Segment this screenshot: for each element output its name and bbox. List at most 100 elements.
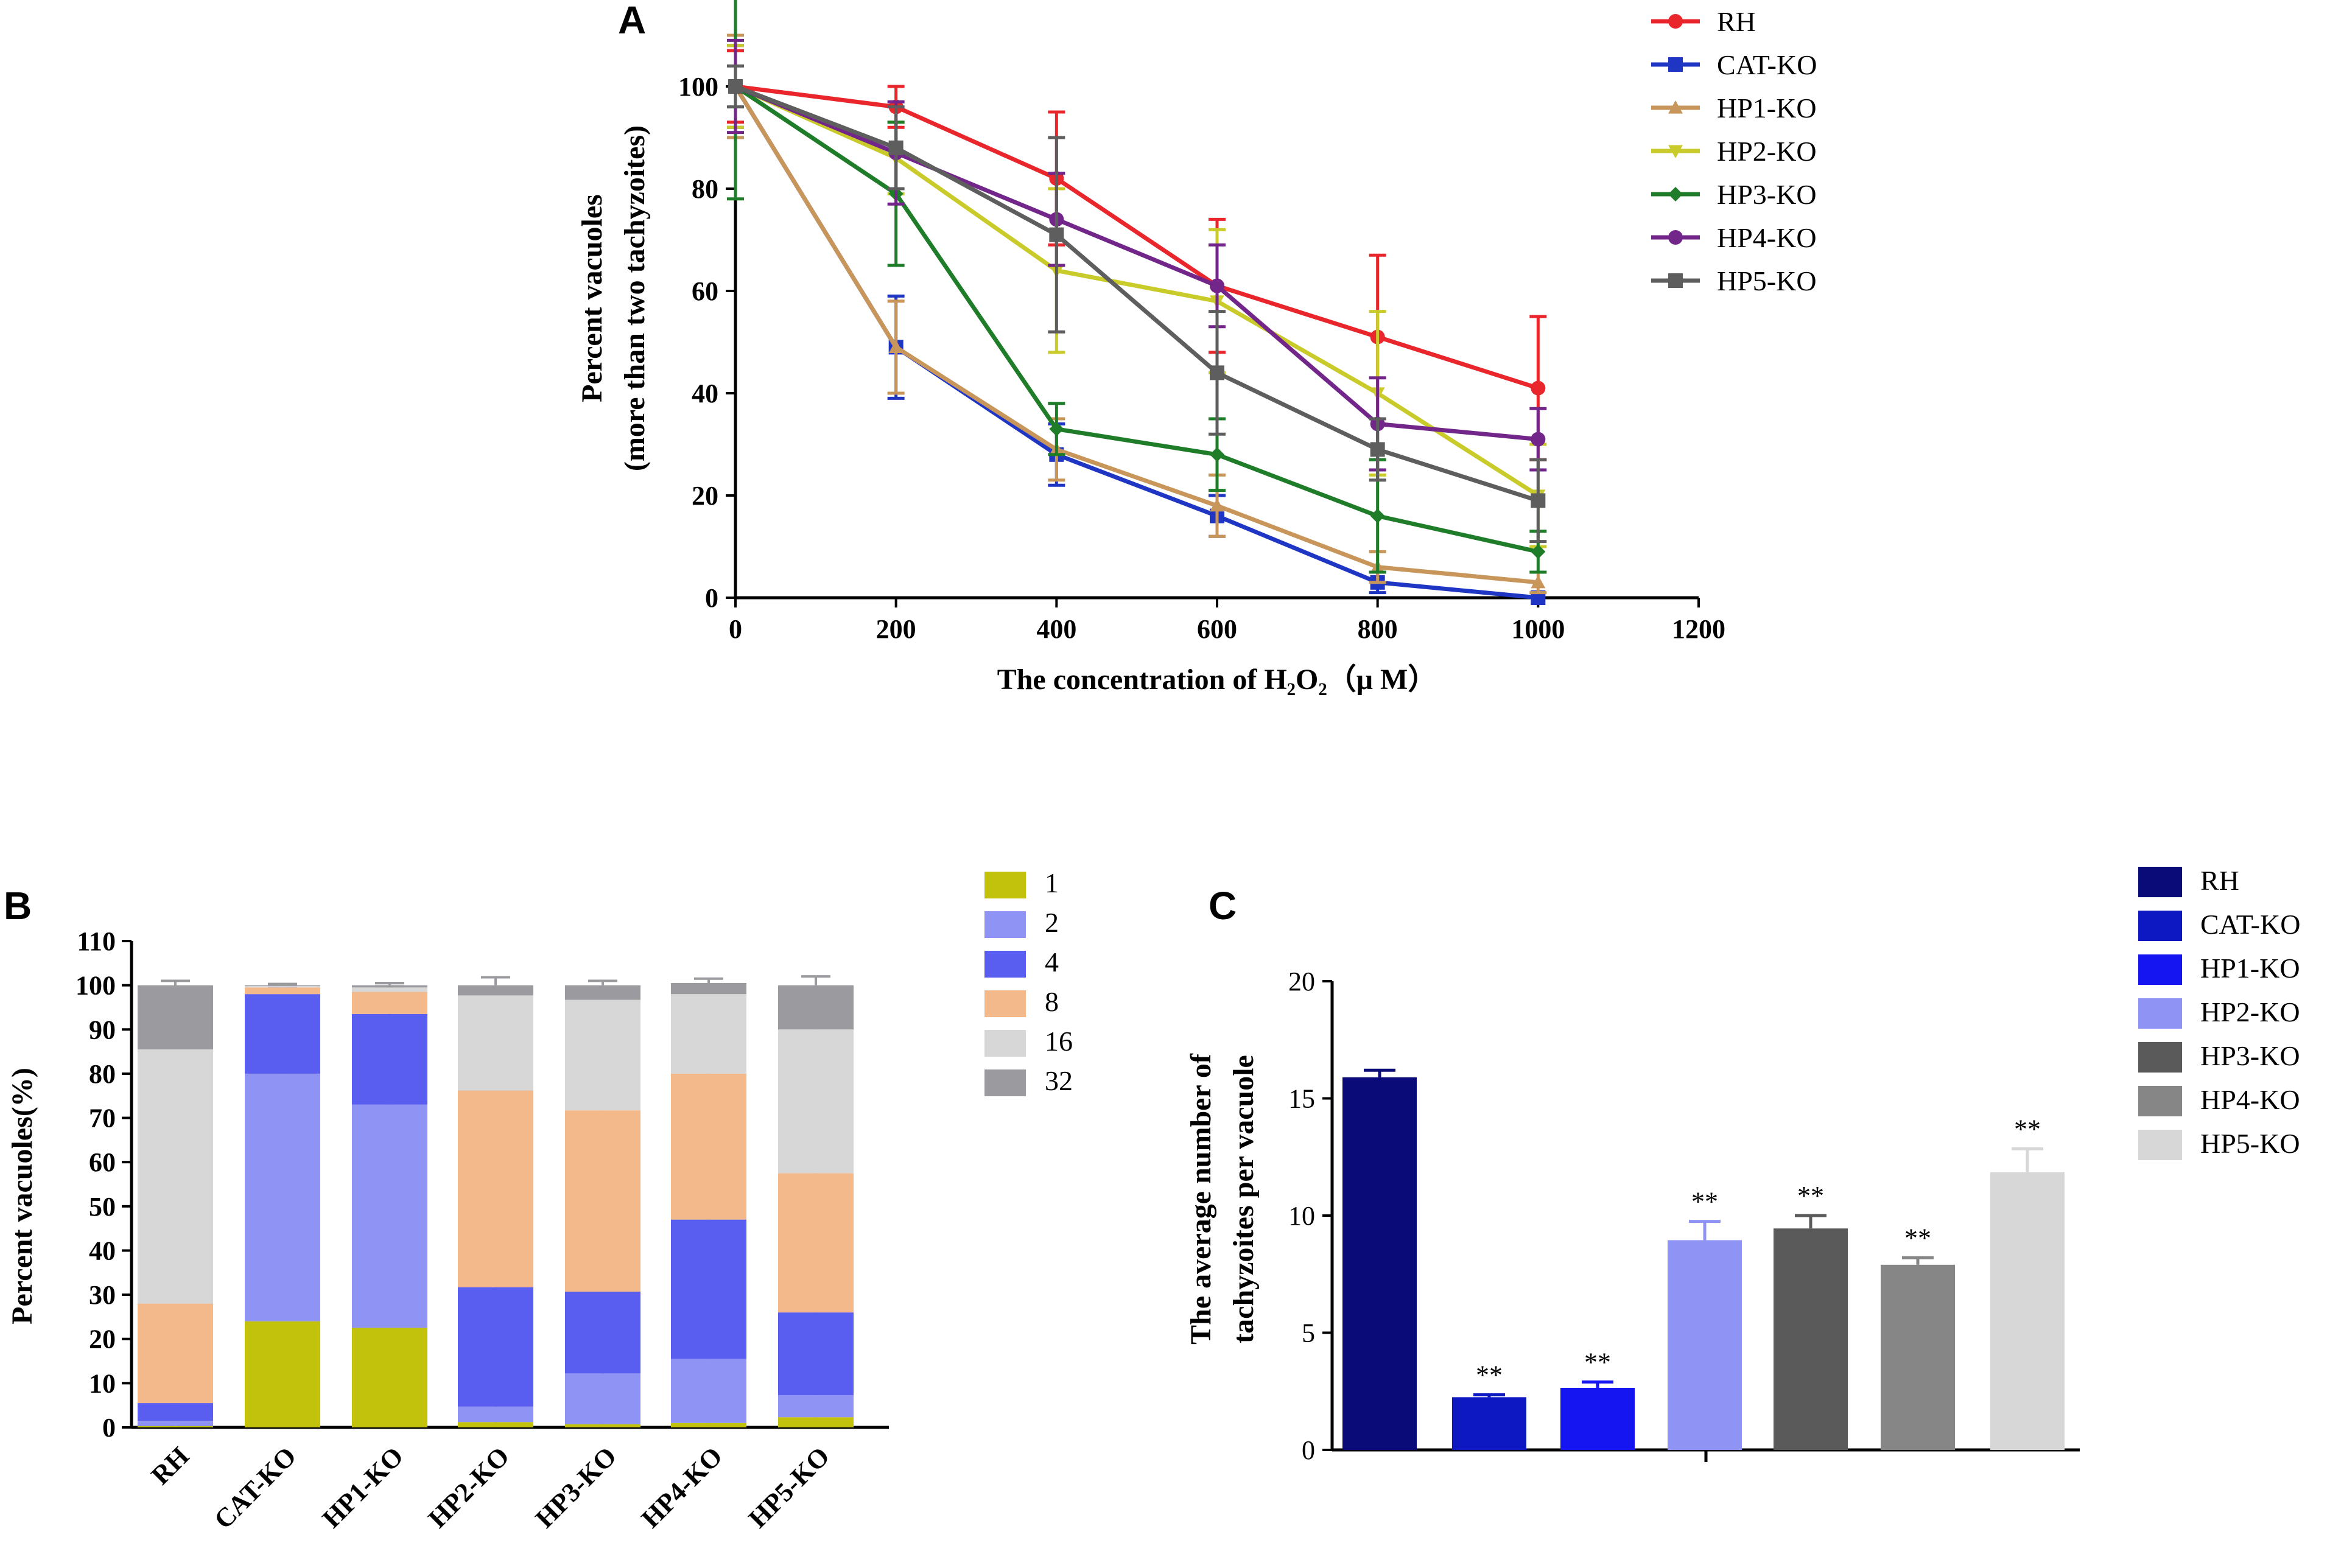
panel-a-legend-marker: [1668, 145, 1683, 158]
panel-a-data-point: [888, 340, 904, 353]
panel-b-bar-segment: [245, 987, 320, 995]
panel-c-y-tick-label: 20: [1288, 967, 1315, 996]
panel-a-x-tick-label: 400: [1036, 614, 1076, 644]
panel-b-y-tick-label: 40: [89, 1236, 116, 1265]
panel-a-data-point: [888, 140, 904, 155]
panel-a-series-HP4-KO: [727, 38, 1547, 472]
panel-a-ticks: 0 200 400 600 800 1000 1200 0 20 40 60 80 100: [678, 72, 1725, 644]
panel-a-legend-label: RH: [1717, 6, 1756, 37]
panel-b-bar-segment: [458, 985, 533, 996]
panel-a-data-point: [1370, 508, 1385, 523]
panel-b-legend-swatch: [984, 1030, 1026, 1057]
panel-b-y-tick-label: 30: [89, 1280, 116, 1310]
panel-a-legend-marker: [1668, 100, 1683, 114]
panel-a-data-point: [1531, 544, 1546, 559]
panel-b-category-label: HP1-KO: [317, 1441, 409, 1533]
panel-a-legend-label: CAT-KO: [1717, 49, 1817, 80]
panel-a-data-point: [1049, 421, 1064, 436]
panel-letter-c: C: [1209, 884, 1237, 928]
panel-a-legend-label: HP2-KO: [1717, 136, 1817, 167]
panel-b-y-tick-label: 110: [77, 926, 116, 956]
panel-c-bar: [1452, 1397, 1526, 1450]
panel-c-significance-label: **: [1797, 1181, 1824, 1211]
panel-b-bar-segment: [245, 985, 320, 987]
panel-b-bar-segment: [778, 1395, 854, 1418]
panel-a-legend-marker: [1668, 57, 1683, 72]
panel-c-bar: [1774, 1228, 1848, 1450]
panel-b-bar-segment: [352, 992, 427, 1014]
panel-b-legend-label: 32: [1045, 1065, 1073, 1096]
panel-c: C 0 5 10 15 20 ** ** ** ** ** ** The average numb…: [1185, 865, 2300, 1465]
panel-a-legend-marker: [1668, 14, 1683, 29]
panel-b-legend-label: 8: [1045, 986, 1059, 1017]
panel-a-data-point: [1210, 365, 1224, 380]
panel-b-y-tick-label: 10: [89, 1368, 116, 1398]
panel-b-y-tick-label: 90: [89, 1015, 116, 1045]
panel-b-y-tick-label: 0: [102, 1413, 116, 1443]
panel-c-bar: [1560, 1387, 1635, 1450]
panel-c-legend-label: CAT-KO: [2200, 909, 2300, 940]
panel-b-bar-segment: [671, 994, 746, 1074]
panel-a-series-HP1-KO: [727, 33, 1547, 595]
panel-b-bar-segment: [671, 1073, 746, 1220]
panel-c-legend-swatch: [2138, 954, 2182, 985]
panel-c-legend: RH CAT-KO HP1-KO HP2-KO HP3-KO HP4-KO HP5-KO: [2138, 865, 2300, 1160]
panel-a-y-tick-label: 80: [692, 174, 718, 204]
panel-b-bar-segment: [778, 985, 854, 1030]
panel-a-series-HP5-KO: [727, 64, 1547, 544]
panel-b-category-label: HP2-KO: [423, 1441, 515, 1533]
panel-letter-b: B: [4, 884, 32, 928]
panel-a-series-RH: [727, 49, 1547, 461]
panel-b-category-label: HP5-KO: [743, 1441, 835, 1533]
panel-a-y-tick-label: 100: [678, 72, 718, 102]
panel-b-bar-segment: [565, 1110, 640, 1292]
panel-a-series-line: [734, 85, 1539, 600]
panel-c-legend-label: HP1-KO: [2200, 953, 2300, 984]
panel-c-ticks: 0 5 10 15 20: [1288, 967, 1332, 1465]
panel-a-x-axis-title: The concentration of H₂O₂（μ M）: [997, 663, 1437, 696]
panel-a-legend-label: HP5-KO: [1717, 265, 1817, 296]
panel-b-bar-segment: [245, 1321, 320, 1427]
panel-c-legend-swatch: [2138, 998, 2182, 1029]
panel-a-x-tick-label: 600: [1197, 614, 1237, 644]
panel-a: A 0 200 400 600 800 1000 1200 0 20 40 60 80 100 The …: [576, 0, 1817, 696]
panel-a-legend-label: HP4-KO: [1717, 222, 1817, 253]
panel-a-x-tick-label: 200: [876, 614, 916, 644]
panel-a-series-line: [734, 84, 1539, 442]
panel-a-data-point: [1049, 227, 1064, 242]
panel-b-bar-segment: [138, 1421, 213, 1426]
panel-a-data-point: [1210, 498, 1224, 512]
panel-c-significance-label: **: [1904, 1223, 1931, 1253]
panel-b-bar-segment: [245, 994, 320, 1074]
panel-c-legend-swatch: [2138, 867, 2182, 897]
panel-a-y-tick-label: 40: [692, 379, 718, 408]
panel-c-bar: [1881, 1264, 1955, 1450]
panel-b-legend-swatch: [984, 990, 1026, 1017]
panel-b-category-label: HP3-KO: [530, 1441, 622, 1533]
panel-c-y-tick-label: 0: [1302, 1435, 1315, 1465]
panel-c-bar: [1342, 1077, 1417, 1450]
panel-b-legend-swatch: [984, 951, 1026, 978]
panel-b-bar-segment: [458, 1406, 533, 1423]
panel-a-legend-marker: [1668, 273, 1683, 288]
panel-b-bar-segment: [565, 1292, 640, 1374]
panel-b-ticks: 0 10 20 30 40 50 60 70 80 90 100 110: [75, 926, 132, 1443]
panel-b-y-tick-label: 20: [89, 1325, 116, 1354]
panel-a-data-point: [1210, 278, 1224, 293]
panel-a-data-point: [1531, 575, 1546, 589]
panel-b-bar-segment: [458, 1090, 533, 1287]
panel-b-y-tick-label: 80: [89, 1059, 116, 1089]
panel-b-bar-segment: [138, 1426, 213, 1427]
panel-a-y-tick-label: 20: [692, 481, 718, 511]
panel-a-series-line: [734, 84, 1539, 503]
panel-a-x-tick-label: 1200: [1672, 614, 1725, 644]
panel-c-significance-label: **: [2014, 1114, 2041, 1144]
panel-b-y-axis-title: Percent vacuoles(%): [6, 1068, 38, 1325]
panel-b-bar-segment: [565, 1424, 640, 1427]
panel-b-legend-label: 2: [1045, 907, 1059, 938]
panel-a-series-line: [734, 85, 1539, 554]
panel-b-bar-segment: [778, 1029, 854, 1174]
panel-c-significance-label: **: [1584, 1347, 1611, 1377]
panel-c-legend-swatch: [2138, 1042, 2182, 1073]
panel-b-bar-segment: [671, 1423, 746, 1427]
